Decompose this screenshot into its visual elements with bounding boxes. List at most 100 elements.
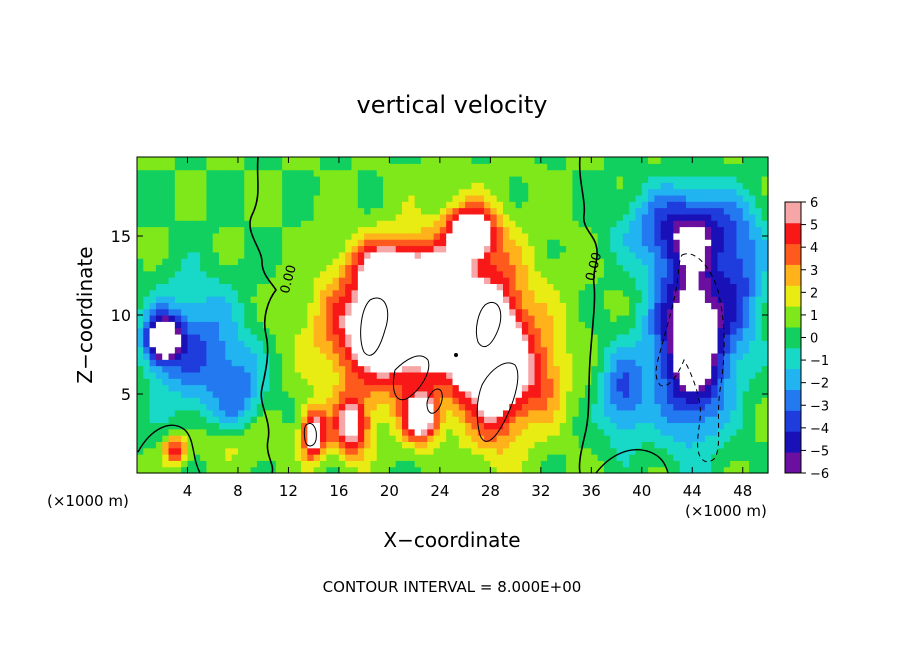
heatmap-cell [547, 289, 555, 297]
heatmap-cell [301, 232, 308, 240]
heatmap-cell [521, 213, 529, 221]
heatmap-cell [414, 302, 422, 310]
heatmap-cell [553, 264, 561, 272]
heatmap-cell [427, 264, 435, 272]
heatmap-cell [566, 315, 573, 322]
heatmap-cell [275, 232, 283, 240]
heatmap-cell [736, 232, 744, 240]
heatmap-cell [566, 422, 573, 430]
heatmap-cell [635, 296, 643, 303]
heatmap-cell [572, 270, 580, 278]
heatmap-cell [326, 315, 334, 322]
heatmap-cell [660, 378, 668, 386]
heatmap-cell [219, 340, 226, 348]
heatmap-cell [723, 220, 731, 228]
heatmap-cell [162, 201, 170, 209]
heatmap-cell [528, 315, 536, 322]
heatmap-cell [357, 226, 365, 234]
heatmap-cell [225, 251, 233, 259]
heatmap-cell [351, 239, 359, 247]
heatmap-cell [155, 220, 163, 228]
heatmap-cell [162, 346, 170, 354]
heatmap-cell [622, 441, 630, 449]
heatmap-cell [137, 302, 144, 310]
heatmap-cell [143, 289, 151, 297]
heatmap-cell [294, 327, 302, 335]
heatmap-cell [616, 226, 624, 234]
heatmap-cell [433, 397, 441, 405]
heatmap-cell [439, 245, 447, 253]
heatmap-cell [547, 302, 555, 310]
heatmap-cell [578, 365, 586, 373]
heatmap-cell [155, 352, 163, 360]
heatmap-cell [364, 378, 372, 386]
heatmap-cell [477, 333, 485, 341]
heatmap-cell [648, 220, 656, 228]
heatmap-cell [225, 454, 233, 461]
heatmap-cell [723, 447, 731, 455]
heatmap-cell [654, 296, 662, 303]
heatmap-cell [395, 403, 403, 411]
heatmap-cell [616, 315, 624, 322]
heatmap-cell [420, 245, 428, 253]
heatmap-cell [496, 163, 504, 171]
heatmap-cell [761, 289, 769, 297]
heatmap-cell [395, 245, 403, 253]
heatmap-cell [585, 163, 592, 171]
heatmap-cell [256, 409, 264, 417]
heatmap-cell [263, 258, 271, 266]
heatmap-cell [685, 201, 693, 209]
heatmap-cell [742, 378, 750, 386]
heatmap-cell [200, 454, 208, 461]
heatmap-cell [206, 454, 214, 461]
heatmap-cell [414, 182, 422, 190]
heatmap-cell [319, 327, 327, 335]
heatmap-cell [193, 163, 201, 171]
heatmap-cell [149, 346, 157, 354]
heatmap-cell [711, 333, 719, 341]
heatmap-cell [433, 365, 441, 373]
heatmap-cell [477, 169, 485, 177]
heatmap-cell [244, 283, 252, 291]
heatmap-cell [749, 258, 756, 266]
heatmap-cell [319, 188, 327, 196]
heatmap-cell [402, 409, 409, 417]
heatmap-cell [250, 390, 258, 398]
heatmap-cell [244, 333, 252, 341]
heatmap-cell [603, 232, 611, 240]
heatmap-cell [402, 188, 409, 196]
heatmap-cell [471, 409, 479, 417]
heatmap-cell [749, 289, 756, 297]
heatmap-cell [263, 201, 271, 209]
heatmap-cell [288, 175, 296, 183]
heatmap-cell [420, 333, 428, 341]
heatmap-cell [294, 346, 302, 354]
heatmap-cell [420, 289, 428, 297]
heatmap-cell [212, 201, 220, 209]
heatmap-cell [288, 232, 296, 240]
heatmap-cell [219, 277, 226, 284]
heatmap-cell [465, 333, 473, 341]
heatmap-cell [395, 175, 403, 183]
heatmap-cell [471, 321, 479, 329]
heatmap-cell [137, 169, 144, 177]
heatmap-cell [168, 251, 176, 259]
heatmap-cell [237, 460, 245, 468]
heatmap-cell [301, 226, 308, 234]
heatmap-cell [149, 359, 157, 367]
heatmap-cell [465, 264, 473, 272]
heatmap-cell [723, 277, 731, 284]
heatmap-cell [181, 371, 189, 379]
heatmap-cell [717, 460, 725, 468]
heatmap-cell [635, 390, 643, 398]
heatmap-cell [345, 251, 353, 259]
heatmap-cell [641, 422, 649, 430]
heatmap-cell [414, 416, 422, 424]
heatmap-cell [351, 207, 359, 215]
heatmap-cell [458, 175, 466, 183]
heatmap-cell [326, 302, 334, 310]
heatmap-cell [654, 359, 662, 367]
heatmap-cell [345, 441, 353, 449]
heatmap-cell [402, 321, 409, 329]
heatmap-cell [452, 169, 460, 177]
